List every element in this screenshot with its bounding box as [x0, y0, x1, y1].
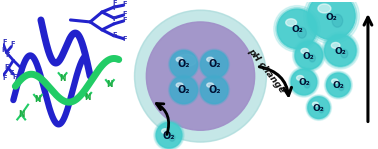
Circle shape: [277, 9, 317, 49]
Circle shape: [156, 122, 182, 148]
Ellipse shape: [341, 49, 348, 58]
Ellipse shape: [304, 81, 310, 88]
Circle shape: [290, 68, 318, 96]
Text: O₂: O₂: [333, 81, 344, 90]
Text: O₂: O₂: [335, 47, 346, 56]
Circle shape: [170, 76, 198, 104]
Text: O₂: O₂: [208, 59, 220, 69]
Text: pH change: pH change: [246, 46, 287, 94]
Circle shape: [308, 97, 330, 118]
Ellipse shape: [331, 42, 340, 48]
Text: N: N: [107, 80, 113, 89]
Circle shape: [200, 51, 228, 78]
Text: F: F: [10, 41, 15, 47]
Ellipse shape: [309, 54, 315, 62]
Ellipse shape: [176, 57, 183, 62]
Text: O₂: O₂: [208, 85, 220, 95]
Circle shape: [324, 71, 352, 99]
Text: F: F: [122, 11, 127, 17]
Circle shape: [146, 22, 255, 130]
Ellipse shape: [318, 4, 331, 13]
Circle shape: [307, 96, 330, 119]
Ellipse shape: [177, 54, 197, 66]
Circle shape: [199, 49, 229, 79]
Text: F: F: [1, 48, 6, 53]
Text: F: F: [9, 70, 14, 76]
Circle shape: [155, 121, 183, 149]
Circle shape: [274, 6, 320, 52]
Ellipse shape: [332, 14, 343, 27]
Ellipse shape: [176, 83, 183, 87]
Text: O₂: O₂: [325, 13, 338, 22]
Ellipse shape: [313, 102, 318, 106]
Ellipse shape: [339, 84, 344, 91]
Text: O₂: O₂: [291, 25, 303, 34]
Ellipse shape: [169, 134, 175, 141]
Circle shape: [136, 12, 265, 140]
Text: F: F: [113, 0, 117, 6]
Circle shape: [293, 39, 325, 72]
Circle shape: [291, 69, 317, 95]
Circle shape: [289, 67, 319, 97]
Circle shape: [170, 51, 198, 78]
Text: O₂: O₂: [303, 52, 315, 61]
Text: F: F: [113, 32, 117, 38]
Text: O₂: O₂: [178, 59, 190, 69]
Circle shape: [135, 10, 266, 142]
Ellipse shape: [301, 48, 308, 54]
Ellipse shape: [207, 83, 214, 87]
Text: F: F: [113, 5, 117, 11]
Circle shape: [325, 35, 356, 66]
Ellipse shape: [297, 27, 307, 38]
Text: F: F: [2, 39, 7, 45]
Text: N: N: [84, 93, 90, 102]
Circle shape: [154, 120, 184, 149]
Circle shape: [169, 75, 199, 105]
Ellipse shape: [207, 57, 214, 62]
Circle shape: [322, 32, 359, 69]
Ellipse shape: [319, 107, 324, 113]
Text: F: F: [122, 1, 127, 7]
Text: F: F: [113, 16, 117, 22]
Circle shape: [306, 95, 332, 120]
Circle shape: [276, 8, 318, 50]
Text: F: F: [4, 64, 9, 70]
Circle shape: [306, 0, 357, 42]
Circle shape: [327, 73, 350, 97]
Circle shape: [304, 0, 359, 44]
Text: N: N: [35, 95, 41, 104]
Circle shape: [200, 76, 228, 104]
Ellipse shape: [162, 129, 169, 134]
Text: O₂: O₂: [313, 104, 325, 113]
Text: F: F: [122, 36, 127, 42]
Ellipse shape: [286, 19, 296, 26]
Circle shape: [295, 42, 323, 69]
Text: F: F: [5, 52, 10, 58]
Circle shape: [169, 49, 199, 79]
Ellipse shape: [332, 79, 338, 83]
Ellipse shape: [297, 76, 304, 80]
Circle shape: [294, 41, 324, 70]
Circle shape: [199, 75, 229, 105]
Text: O₂: O₂: [163, 131, 175, 141]
Circle shape: [308, 0, 355, 40]
Circle shape: [323, 34, 357, 67]
Text: N: N: [59, 74, 66, 83]
Text: O₂: O₂: [298, 78, 310, 87]
Text: F: F: [12, 74, 17, 80]
Text: N: N: [18, 110, 25, 119]
Circle shape: [325, 72, 351, 98]
Text: F: F: [2, 75, 7, 81]
Text: F: F: [122, 17, 127, 23]
Text: O₂: O₂: [178, 85, 190, 95]
